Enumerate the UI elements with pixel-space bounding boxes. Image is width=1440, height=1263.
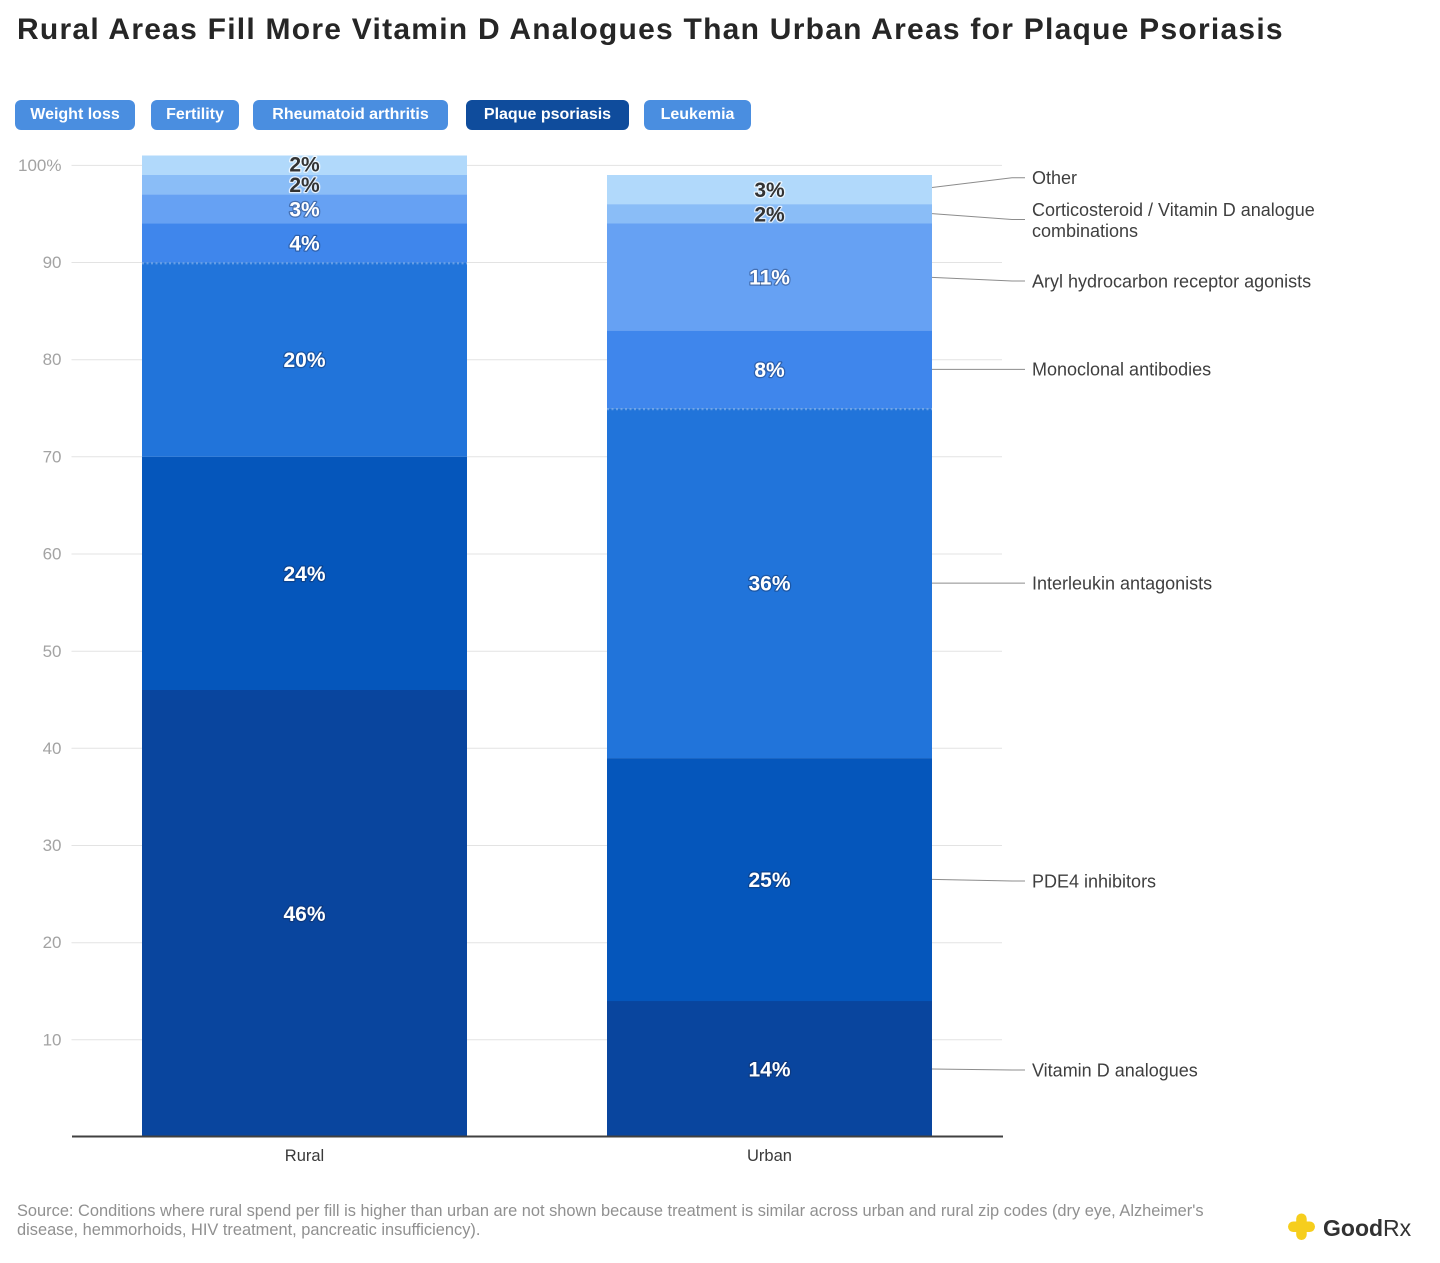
- svg-text:Source: Conditions where rural: Source: Conditions where rural spend per…: [17, 1202, 1204, 1220]
- svg-text:100%: 100%: [18, 156, 61, 175]
- svg-text:3%: 3%: [754, 179, 785, 202]
- svg-text:Other: Other: [1032, 168, 1077, 188]
- svg-text:40: 40: [43, 739, 62, 758]
- svg-text:2%: 2%: [289, 154, 320, 177]
- svg-text:3%: 3%: [289, 199, 320, 222]
- svg-text:Interleukin antagonists: Interleukin antagonists: [1032, 574, 1212, 594]
- svg-text:Rural: Rural: [285, 1147, 324, 1165]
- svg-text:Corticosteroid / Vitamin D ana: Corticosteroid / Vitamin D analogue: [1032, 200, 1315, 220]
- svg-text:25%: 25%: [748, 869, 790, 892]
- svg-text:GoodRx: GoodRx: [1323, 1215, 1412, 1241]
- svg-text:11%: 11%: [749, 267, 790, 290]
- svg-text:50: 50: [43, 642, 62, 661]
- svg-text:2%: 2%: [289, 174, 320, 197]
- svg-text:8%: 8%: [754, 359, 785, 382]
- svg-text:60: 60: [43, 545, 62, 564]
- svg-text:20: 20: [43, 933, 62, 952]
- svg-text:PDE4 inhibitors: PDE4 inhibitors: [1032, 872, 1156, 892]
- svg-text:46%: 46%: [283, 903, 325, 926]
- svg-text:90: 90: [43, 253, 62, 272]
- svg-text:30: 30: [43, 836, 62, 855]
- svg-text:Monoclonal antibodies: Monoclonal antibodies: [1032, 360, 1211, 380]
- svg-text:disease, hemmorhoids, HIV trea: disease, hemmorhoids, HIV treatment, pan…: [17, 1221, 480, 1239]
- svg-text:combinations: combinations: [1032, 221, 1138, 241]
- svg-text:2%: 2%: [754, 204, 785, 227]
- svg-text:10: 10: [43, 1031, 62, 1050]
- svg-text:80: 80: [43, 350, 62, 369]
- svg-text:4%: 4%: [289, 233, 320, 256]
- svg-text:14%: 14%: [748, 1059, 790, 1082]
- svg-text:24%: 24%: [283, 563, 325, 586]
- svg-text:Urban: Urban: [747, 1147, 792, 1165]
- svg-text:36%: 36%: [748, 573, 790, 596]
- svg-text:Vitamin D analogues: Vitamin D analogues: [1032, 1061, 1198, 1081]
- svg-text:70: 70: [43, 448, 62, 467]
- svg-text:20%: 20%: [283, 349, 325, 372]
- svg-text:Aryl hydrocarbon receptor agon: Aryl hydrocarbon receptor agonists: [1032, 272, 1311, 292]
